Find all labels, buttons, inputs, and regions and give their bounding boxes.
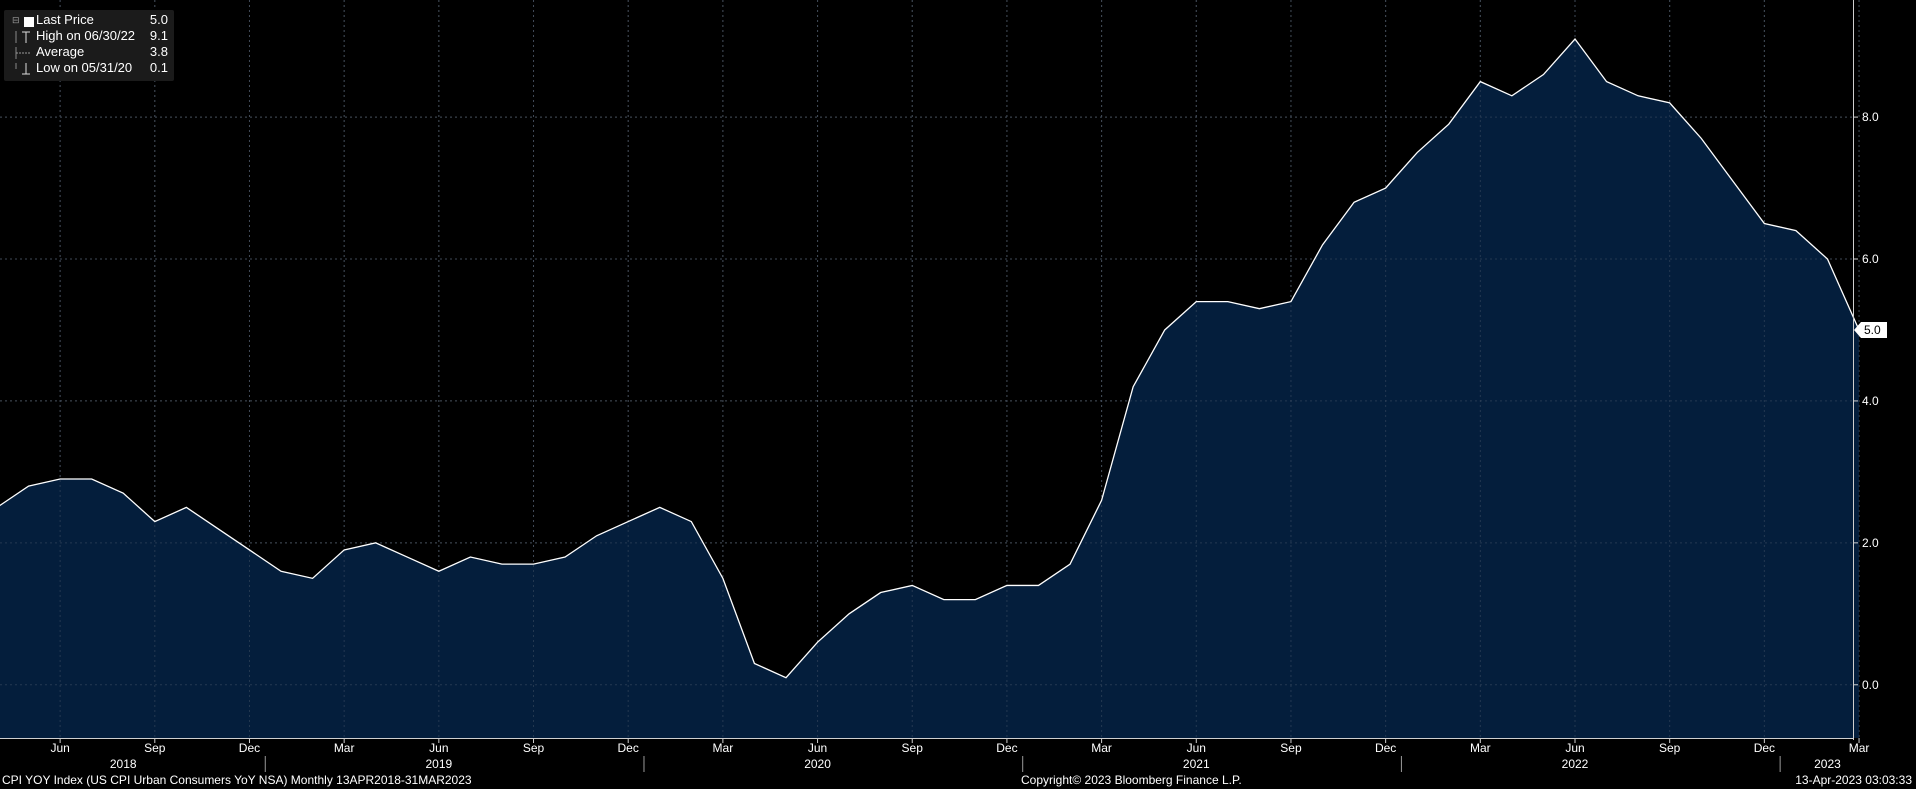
y-tick-label: 2.0 bbox=[1862, 536, 1879, 550]
x-year-label: 2018 bbox=[110, 757, 137, 771]
average-marker-icon bbox=[12, 47, 30, 59]
y-tick-label: 8.0 bbox=[1862, 110, 1879, 124]
x-tick-label: Dec bbox=[618, 741, 639, 755]
last-value-marker: 5.0 bbox=[1854, 321, 1887, 338]
x-tick-label: Sep bbox=[1280, 741, 1302, 755]
legend-label: High on 06/30/22 bbox=[36, 28, 136, 43]
x-tick-label: Dec bbox=[1754, 741, 1775, 755]
cpi-area-fill bbox=[0, 39, 1860, 738]
x-year-label: 2022 bbox=[1562, 757, 1589, 771]
y-axis-tick-labels: 0.0 2.0 4.0 6.0 8.0 bbox=[1853, 110, 1879, 692]
x-tick-label: Mar bbox=[1849, 741, 1870, 755]
x-axis-tick-labels: Jun Sep Dec Mar Jun Sep Dec Mar Jun Sep Dec Mar Jun S… bbox=[50, 738, 1869, 772]
legend-label: Average bbox=[36, 44, 85, 59]
y-tick-label: 6.0 bbox=[1862, 252, 1879, 266]
legend-value: 9.1 bbox=[149, 28, 168, 43]
high-marker-icon bbox=[12, 31, 30, 43]
cpi-line-series bbox=[0, 38, 1860, 679]
x-year-label: 2021 bbox=[1183, 757, 1210, 771]
x-year-label: 2019 bbox=[425, 757, 452, 771]
x-tick-label: Mar bbox=[1470, 741, 1491, 755]
chart-legend: ⊟ Last Price 5.0 High on 06/30/22 9.1 Av… bbox=[4, 10, 174, 81]
x-tick-label: Dec bbox=[996, 741, 1017, 755]
legend-label: Last Price bbox=[36, 12, 94, 27]
x-tick-label: Sep bbox=[902, 741, 924, 755]
x-tick-label: Mar bbox=[1091, 741, 1112, 755]
legend-item-last-price: ⊟ Last Price 5.0 bbox=[4, 12, 174, 28]
chart-footer-copyright: Copyright© 2023 Bloomberg Finance L.P. bbox=[1021, 773, 1242, 787]
x-tick-label: Jun bbox=[429, 741, 448, 755]
last-value-badge bbox=[1854, 321, 1887, 338]
x-year-label: 2020 bbox=[804, 757, 831, 771]
chart-footer-timestamp: 13-Apr-2023 03:03:33 bbox=[1795, 773, 1912, 787]
legend-value: 5.0 bbox=[149, 12, 168, 27]
x-tick-label: Sep bbox=[523, 741, 545, 755]
axes bbox=[0, 0, 1854, 740]
x-tick-label: Dec bbox=[239, 741, 260, 755]
y-tick-label: 4.0 bbox=[1862, 394, 1879, 408]
low-marker-icon bbox=[12, 63, 30, 75]
legend-value: 0.1 bbox=[149, 60, 168, 75]
x-tick-label: Jun bbox=[50, 741, 69, 755]
x-tick-label: Sep bbox=[144, 741, 166, 755]
legend-item-high: High on 06/30/22 9.1 bbox=[4, 28, 174, 44]
x-tick-label: Jun bbox=[1565, 741, 1584, 755]
x-tick-label: Jun bbox=[1187, 741, 1206, 755]
square-swatch-icon: ⊟ bbox=[12, 15, 34, 27]
legend-item-average: Average 3.8 bbox=[4, 44, 174, 60]
legend-item-low: Low on 05/31/20 0.1 bbox=[4, 60, 174, 76]
x-tick-label: Sep bbox=[1659, 741, 1681, 755]
chart-footer-description: CPI YOY Index (US CPI Urban Consumers Yo… bbox=[2, 773, 472, 787]
x-year-label: 2023 bbox=[1814, 757, 1841, 771]
y-tick-label: 0.0 bbox=[1862, 678, 1879, 692]
last-value-label: 5.0 bbox=[1864, 323, 1881, 337]
grid-overlay bbox=[0, 0, 1860, 738]
x-tick-label: Dec bbox=[1375, 741, 1396, 755]
x-tick-label: Mar bbox=[334, 741, 355, 755]
x-tick-label: Mar bbox=[713, 741, 734, 755]
x-tick-label: Jun bbox=[808, 741, 827, 755]
legend-label: Low on 05/31/20 bbox=[36, 60, 133, 75]
legend-value: 3.8 bbox=[149, 44, 168, 59]
